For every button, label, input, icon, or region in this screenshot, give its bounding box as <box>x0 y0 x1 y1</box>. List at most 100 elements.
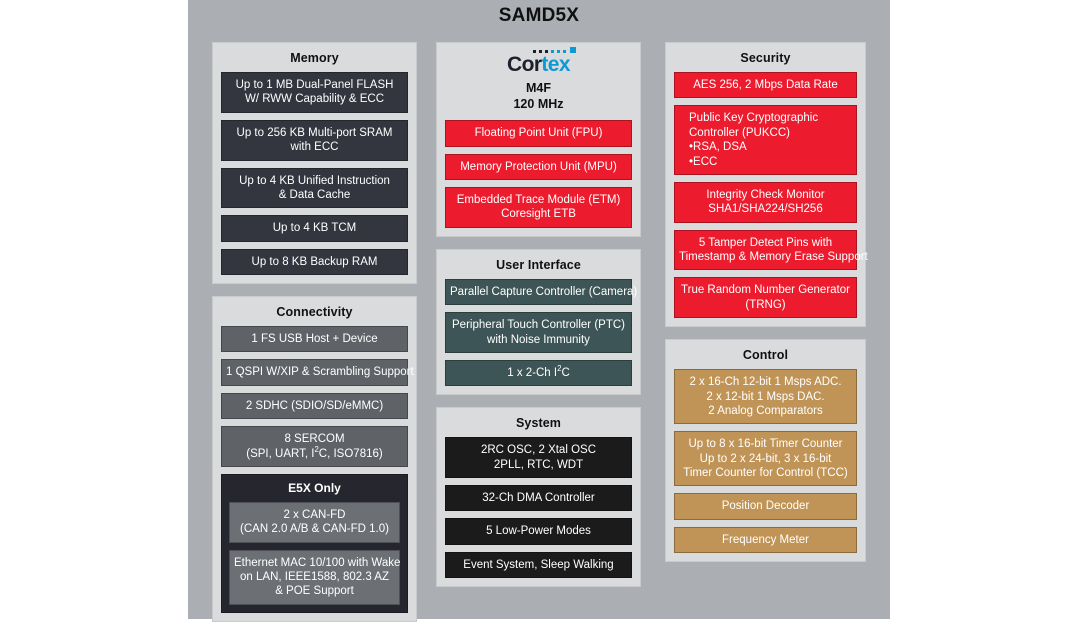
panel-user-interface: User Interface Parallel Capture Controlle… <box>436 248 641 396</box>
user-interface-block-2-line-0: 1 x 2-Ch I2C <box>507 364 570 379</box>
security-block-4: True Random Number Generator (TRNG) <box>674 277 857 319</box>
system-block-0-line-0: 2RC OSC, 2 Xtal OSC <box>480 444 597 457</box>
security-block-3-line-0: 5 Tamper Detect Pins with <box>698 236 833 249</box>
memory-block-4: Up to 8 KB Backup RAM <box>221 248 408 275</box>
control-block-2: Position Decoder <box>674 493 857 520</box>
column-left: Memory Up to 1 MB Dual-Panel FLASH W/ RWW … <box>212 42 417 634</box>
cortex-dots-icon <box>533 47 579 54</box>
control-block-1-line-0: Up to 8 x 16-bit Timer Counter <box>688 438 843 451</box>
control-block-0-line-0: 2 x 16-Ch 12-bit 1 Msps ADC. <box>689 376 842 389</box>
connectivity-block-3-line-1: (SPI, UART, I2C, ISO7816) <box>246 444 383 460</box>
memory-block-1-line-0: Up to 256 KB Multi-port SRAM <box>236 126 393 139</box>
connectivity-block-1: 1 QSPI W/XIP & Scrambling Support <box>221 359 414 386</box>
connectivity-block-2-line-0: 2 SDHC (SDIO/SD/eMMC) <box>245 399 384 412</box>
memory-block-0-line-0: Up to 1 MB Dual-Panel FLASH <box>235 79 394 91</box>
security-block-3: 5 Tamper Detect Pins with Timestamp & Mem… <box>674 229 868 271</box>
connectivity-block-2: 2 SDHC (SDIO/SD/eMMC) <box>221 392 408 420</box>
security-block-1-line-3: •ECC <box>689 155 718 168</box>
control-block-3-line-0: Frequency Meter <box>722 533 809 546</box>
control-block-3: Frequency Meter <box>674 526 857 554</box>
panel-e5x-only: E5X Only 2 x CAN-FD (CAN 2.0 A/B & CAN-FD … <box>221 473 408 613</box>
control-block-0-line-1: 2 x 12-bit 1 Msps DAC. <box>706 390 825 403</box>
security-block-4-line-0: True Random Number Generator <box>681 284 850 297</box>
e5x-only-block-1-line-0: Ethernet MAC 10/100 with Wake <box>234 556 401 569</box>
memory-block-4-line-0: Up to 8 KB Backup RAM <box>251 255 378 268</box>
memory-block-2-line-0: Up to 4 KB Unified Instruction <box>239 174 390 187</box>
system-block-1-line-0: 32-Ch DMA Controller <box>482 492 595 504</box>
cortex-brand-part2: tex <box>541 53 570 76</box>
memory-block-0: Up to 1 MB Dual-Panel FLASH W/ RWW Capabi… <box>221 72 408 113</box>
panel-security: Security AES 256, 2 Mbps Data Rate Public … <box>665 42 868 328</box>
system-block-3-line-0: Event System, Sleep Walking <box>463 558 614 571</box>
control-block-0: 2 x 16-Ch 12-bit 1 Msps ADC. 2 x 12-bit 1… <box>674 369 857 425</box>
cortex-block-2-line-1: Coresight ETB <box>501 208 576 221</box>
connectivity-block-1-line-0: 1 QSPI W/XIP & Scrambling Support <box>226 366 414 379</box>
cortex-clock: 120 MHz <box>513 96 564 111</box>
cortex-block-1: Memory Protection Unit (MPU) <box>445 153 632 180</box>
e5x-only-block-1: Ethernet MAC 10/100 with Wake on LAN, IEE… <box>229 549 401 605</box>
memory-block-3: Up to 4 KB TCM <box>221 215 408 242</box>
panel-connectivity: Connectivity 1 FS USB Host + Device 1 QSPI… <box>212 296 417 622</box>
panel-system: System 2RC OSC, 2 Xtal OSC 2PLL, RTC, WDT 3… <box>436 407 641 588</box>
panel-title-control: Control <box>742 348 789 363</box>
panel-title-user-interface: User Interface <box>496 257 581 272</box>
security-block-1: Public Key Cryptographic Controller (PUKC… <box>674 105 857 175</box>
panel-title-memory: Memory <box>290 51 339 65</box>
security-block-1-line-0: Public Key Cryptographic <box>689 112 819 125</box>
cortex-wordmark: Cortex <box>507 47 577 76</box>
user-interface-block-1-line-0: Peripheral Touch Controller (PTC) <box>452 319 625 332</box>
diagram-frame: SAMD5X Memory Up to 1 MB Dual-Panel FLASH… <box>188 0 890 622</box>
cortex-core-name: M4F <box>526 81 551 95</box>
system-block-1: 32-Ch DMA Controller <box>445 485 632 512</box>
column-center: Cortex M4F 120 MHz Floating Point Unit (FPU… <box>436 42 641 599</box>
connectivity-block-0-line-0: 1 FS USB Host + Device <box>251 333 378 345</box>
security-block-0-line-0: AES 256, 2 Mbps Data Rate <box>693 79 838 91</box>
panel-memory: Memory Up to 1 MB Dual-Panel FLASH W/ RWW … <box>212 42 417 284</box>
security-block-4-line-1: (TRNG) <box>745 298 786 311</box>
cortex-block-0: Floating Point Unit (FPU) <box>445 120 632 147</box>
control-block-1-line-2: Timer Counter for Control (TCC) <box>683 467 848 479</box>
panel-title-system: System <box>515 416 562 431</box>
page-title: SAMD5X <box>498 5 580 26</box>
security-block-2-line-0: Integrity Check Monitor <box>706 188 825 201</box>
e5x-only-block-0-line-0: 2 x CAN-FD <box>283 508 346 521</box>
security-block-1-line-2: •RSA, DSA <box>689 141 747 154</box>
control-block-1: Up to 8 x 16-bit Timer Counter Up to 2 x … <box>674 431 857 487</box>
cortex-brand-part1: Cor <box>507 53 542 76</box>
e5x-only-block-1-line-1: on LAN, IEEE1588, 802.3 AZ <box>240 571 389 583</box>
control-block-2-line-0: Position Decoder <box>721 500 810 513</box>
cortex-block-0-line-0: Floating Point Unit (FPU) <box>474 127 603 140</box>
panel-control: Control 2 x 16-Ch 12-bit 1 Msps ADC. 2 x 1… <box>665 339 866 563</box>
control-block-0-line-2: 2 Analog Comparators <box>708 404 823 417</box>
system-block-2-line-0: 5 Low-Power Modes <box>486 525 591 538</box>
panel-title-security: Security <box>740 51 791 65</box>
system-block-0-line-1: 2PLL, RTC, WDT <box>493 458 584 471</box>
control-block-1-line-1: Up to 2 x 24-bit, 3 x 16-bit <box>699 452 832 465</box>
security-block-1-line-1: Controller (PUKCC) <box>689 126 790 139</box>
user-interface-block-0: Parallel Capture Controller (Camera) <box>445 278 638 306</box>
user-interface-block-1-line-1: with Noise Immunity <box>487 333 590 346</box>
memory-block-1: Up to 256 KB Multi-port SRAM with ECC <box>221 119 408 161</box>
security-block-3-line-1: Timestamp & Memory Erase Support <box>679 251 868 263</box>
memory-block-2-line-1: & Data Cache <box>278 188 351 201</box>
connectivity-block-0: 1 FS USB Host + Device <box>221 326 408 353</box>
e5x-only-block-1-line-2: & POE Support <box>275 585 354 598</box>
connectivity-block-3: 8 SERCOM (SPI, UART, I2C, ISO7816) <box>221 426 408 467</box>
security-block-2: Integrity Check Monitor SHA1/SHA224/SH256 <box>674 181 857 223</box>
connectivity-block-3-line-0: 8 SERCOM <box>284 433 345 446</box>
column-right: Security AES 256, 2 Mbps Data Rate Public … <box>665 42 868 574</box>
memory-block-1-line-1: with ECC <box>290 141 339 154</box>
system-block-2: 5 Low-Power Modes <box>445 518 632 545</box>
panel-cortex: Cortex M4F 120 MHz Floating Point Unit (FPU… <box>436 42 641 237</box>
system-block-3: Event System, Sleep Walking <box>445 551 632 579</box>
user-interface-block-0-line-0: Parallel Capture Controller (Camera) <box>450 285 638 298</box>
cortex-core-info: M4F 120 MHz <box>445 81 632 112</box>
e5x-only-block-0-line-1: (CAN 2.0 A/B & CAN-FD 1.0) <box>240 523 389 536</box>
cortex-block-2: Embedded Trace Module (ETM) Coresight ETB <box>445 187 632 228</box>
cortex-logo-wrap: Cortex <box>445 47 632 78</box>
memory-block-0-line-1: W/ RWW Capability & ECC <box>244 93 385 106</box>
panel-title-connectivity: Connectivity <box>276 305 353 319</box>
memory-block-3-line-0: Up to 4 KB TCM <box>272 222 357 235</box>
user-interface-block-1: Peripheral Touch Controller (PTC) with No… <box>445 312 632 353</box>
cortex-block-2-line-0: Embedded Trace Module (ETM) <box>456 194 621 206</box>
